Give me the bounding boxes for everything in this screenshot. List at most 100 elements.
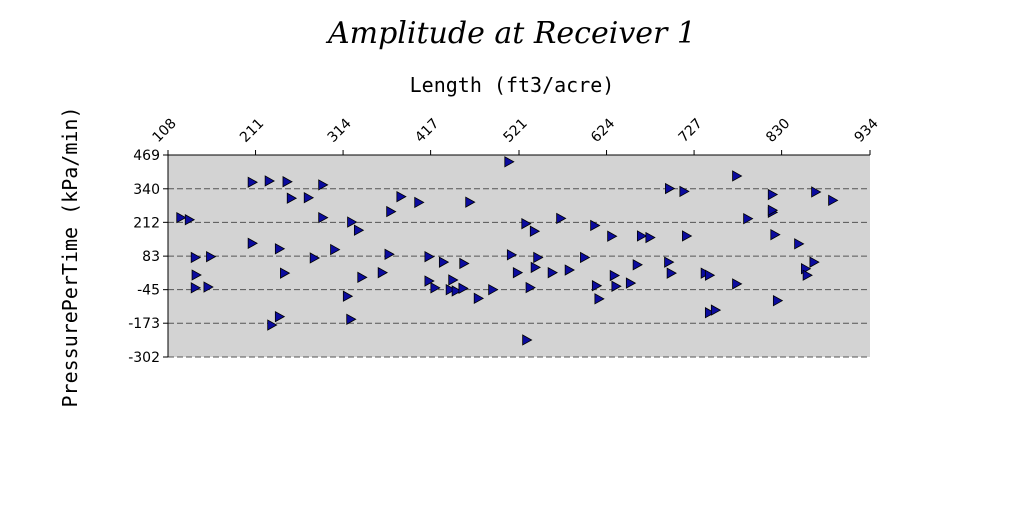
data-point xyxy=(636,230,648,242)
data-point xyxy=(666,267,677,279)
data-point xyxy=(347,216,358,228)
y-tick-label: -173 xyxy=(128,316,160,332)
x-tick-label: 934 xyxy=(852,116,882,146)
y-tick-label: 83 xyxy=(142,249,160,265)
data-point xyxy=(525,281,536,294)
data-point xyxy=(465,196,476,208)
data-point xyxy=(282,176,293,188)
data-point xyxy=(264,175,275,187)
data-point xyxy=(309,252,321,264)
data-point xyxy=(176,211,187,224)
data-point xyxy=(564,264,575,276)
x-axis-label: Length (ft3/acre) xyxy=(410,73,615,97)
data-point xyxy=(438,256,450,268)
data-point xyxy=(342,290,354,302)
data-point xyxy=(203,281,214,293)
data-point xyxy=(247,176,258,188)
y-tick-label: -45 xyxy=(137,283,160,299)
data-point xyxy=(704,307,716,319)
data-point xyxy=(424,275,435,287)
data-point xyxy=(512,266,524,279)
data-point xyxy=(580,251,591,264)
x-tick-label: 314 xyxy=(325,116,355,146)
y-tick-label: -302 xyxy=(128,350,160,366)
data-point xyxy=(448,274,459,286)
data-point xyxy=(346,313,357,325)
data-point xyxy=(772,294,784,307)
data-point xyxy=(274,243,286,255)
data-point xyxy=(318,211,329,224)
data-point xyxy=(664,256,675,268)
data-point xyxy=(424,250,435,263)
data-point xyxy=(206,250,217,263)
data-point xyxy=(280,267,291,279)
data-point xyxy=(767,188,779,201)
data-point xyxy=(732,170,743,182)
x-tick-label: 624 xyxy=(588,116,618,146)
data-point xyxy=(530,261,541,274)
y-tick-label: 212 xyxy=(133,215,160,231)
data-point xyxy=(267,319,278,331)
data-point xyxy=(386,205,397,218)
data-point xyxy=(303,192,315,204)
x-tick-label: 108 xyxy=(150,116,180,146)
data-point xyxy=(190,282,202,294)
data-point xyxy=(274,310,286,323)
data-point xyxy=(414,196,425,209)
data-point xyxy=(504,156,515,168)
data-point xyxy=(767,204,779,216)
data-point xyxy=(451,285,462,297)
data-point xyxy=(743,212,754,225)
data-point xyxy=(828,194,839,207)
data-point xyxy=(682,230,693,242)
data-point xyxy=(318,179,329,191)
data-point xyxy=(522,334,533,346)
data-point xyxy=(459,257,470,270)
data-point xyxy=(591,280,603,292)
y-axis-label: PressurePerTime (kPa/min) xyxy=(58,106,82,407)
data-point xyxy=(609,269,621,282)
data-point xyxy=(625,277,637,289)
data-point xyxy=(547,266,558,279)
data-point xyxy=(704,269,716,281)
data-points xyxy=(176,156,839,346)
chart-title: Amplitude at Receiver 1 xyxy=(325,16,696,51)
data-point xyxy=(594,293,605,305)
y-tick-label: 469 xyxy=(133,148,160,164)
data-point xyxy=(521,217,532,230)
data-point xyxy=(506,249,518,261)
data-point xyxy=(556,212,567,225)
data-point xyxy=(802,269,813,281)
x-tick-label: 830 xyxy=(763,116,793,146)
data-point xyxy=(665,182,676,195)
data-point xyxy=(384,248,395,260)
data-point xyxy=(710,304,722,316)
data-point xyxy=(247,237,258,249)
data-point xyxy=(645,231,656,244)
y-ticks: 469 340 212 83 -45 -173 -302 xyxy=(128,148,168,366)
data-point xyxy=(190,251,202,264)
data-point xyxy=(353,224,365,236)
data-point xyxy=(533,251,544,264)
data-point xyxy=(286,192,298,204)
data-point xyxy=(529,225,541,237)
data-point xyxy=(445,283,456,296)
data-point xyxy=(632,259,643,271)
data-point xyxy=(473,292,485,304)
data-point xyxy=(184,214,196,226)
data-point xyxy=(607,230,618,242)
data-point xyxy=(488,283,499,296)
data-point xyxy=(357,271,368,284)
data-point xyxy=(430,282,441,294)
data-point xyxy=(330,243,341,256)
x-tick-label: 211 xyxy=(237,116,267,146)
data-point xyxy=(458,282,469,295)
data-point xyxy=(396,190,407,203)
data-point xyxy=(590,219,601,232)
x-ticks: 108 211 314 417 521 624 727 830 934 xyxy=(150,116,882,155)
data-point xyxy=(191,269,202,281)
x-tick-label: 727 xyxy=(676,116,706,146)
data-point xyxy=(770,228,781,241)
grid-lines xyxy=(168,188,870,358)
